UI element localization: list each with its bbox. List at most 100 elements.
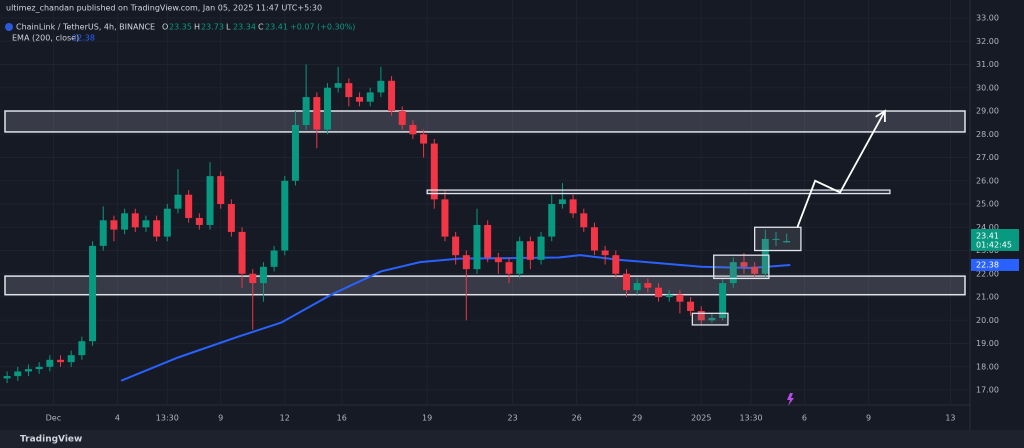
x-tick-label: 2025 bbox=[691, 414, 711, 423]
candle-body bbox=[345, 83, 353, 98]
y-tick-label: 20.00 bbox=[976, 316, 999, 325]
y-tick-label: 22.00 bbox=[976, 269, 999, 278]
candle-body bbox=[761, 238, 769, 274]
candle-body bbox=[494, 257, 502, 263]
candle-body bbox=[622, 273, 630, 291]
candle-body bbox=[452, 236, 460, 256]
brand: TradingView bbox=[20, 435, 82, 445]
candle-body bbox=[57, 359, 65, 363]
ohlc-value: 23.73 bbox=[201, 23, 224, 32]
ohlc-value: 23.34 bbox=[233, 23, 256, 32]
candle-body bbox=[430, 143, 438, 200]
y-tick-label: 33.00 bbox=[976, 14, 999, 23]
candle-body bbox=[89, 245, 97, 342]
ema-line bbox=[120, 254, 791, 382]
x-tick-label: 16 bbox=[337, 414, 347, 423]
x-tick-label: 4 bbox=[115, 414, 120, 423]
candle-body bbox=[334, 83, 342, 88]
zone bbox=[4, 110, 966, 133]
y-tick-label: 26.00 bbox=[976, 176, 999, 185]
candle-body bbox=[185, 194, 193, 218]
ohlc-label: H bbox=[194, 23, 200, 32]
candle-body bbox=[537, 236, 545, 260]
candle-body bbox=[78, 341, 86, 356]
candle-body bbox=[35, 366, 43, 370]
ohlc-change: +0.07 (+0.30%) bbox=[290, 23, 355, 32]
ema-tag bbox=[971, 258, 1019, 271]
candle-body bbox=[708, 317, 716, 321]
annotation-box bbox=[713, 254, 770, 280]
ohlc-label: L bbox=[226, 23, 231, 32]
y-tick-label: 29.00 bbox=[976, 107, 999, 116]
x-tick-label: 12 bbox=[280, 414, 290, 423]
candle-body bbox=[612, 255, 620, 274]
candle-body bbox=[153, 220, 161, 237]
y-tick-label: 17.00 bbox=[976, 386, 999, 395]
candle-body bbox=[323, 87, 331, 130]
candle-body bbox=[751, 266, 759, 274]
candle-body bbox=[655, 287, 663, 298]
candle-body bbox=[356, 97, 364, 102]
candle-body bbox=[729, 262, 737, 284]
x-tick-label: 29 bbox=[632, 414, 642, 423]
candle-body bbox=[270, 250, 278, 267]
candle-body bbox=[558, 199, 566, 205]
candle-body bbox=[516, 241, 524, 274]
ohlc-label: C bbox=[258, 23, 264, 32]
x-tick-label: 9 bbox=[866, 414, 871, 423]
candle-body bbox=[3, 376, 11, 379]
candle-body bbox=[398, 111, 406, 125]
x-tick-label: 13:30 bbox=[740, 414, 763, 423]
candle-body bbox=[281, 180, 289, 251]
candle-body bbox=[259, 266, 267, 284]
price-tag bbox=[971, 228, 1019, 251]
ema-tag-value: 22.38 bbox=[976, 260, 999, 269]
candle-body bbox=[719, 283, 727, 318]
annotation-box bbox=[753, 226, 802, 252]
arrow-head bbox=[875, 109, 886, 123]
candle-body bbox=[783, 240, 791, 243]
publisher: ultimez_chandan published on TradingView… bbox=[6, 4, 322, 13]
y-tick-label: 19.00 bbox=[976, 339, 999, 348]
x-tick-label: 13 bbox=[945, 414, 955, 423]
candle-body bbox=[142, 220, 150, 228]
candle-body bbox=[46, 359, 54, 367]
candle-body bbox=[206, 176, 214, 225]
x-tick-label: 6 bbox=[802, 414, 807, 423]
candle-body bbox=[163, 208, 171, 237]
candle-body bbox=[291, 124, 299, 181]
y-tick-label: 18.00 bbox=[976, 362, 999, 371]
indicator-value: 22.38 bbox=[72, 34, 95, 43]
y-tick-label: 32.00 bbox=[976, 37, 999, 46]
x-tick-label: 13:30 bbox=[156, 414, 179, 423]
symbol-icon bbox=[5, 23, 13, 31]
candle-body bbox=[238, 231, 246, 274]
candle-body bbox=[462, 255, 470, 270]
candle-body bbox=[131, 213, 139, 228]
candle-body bbox=[441, 199, 449, 237]
ohlc-value: 23.35 bbox=[169, 23, 192, 32]
candle-body bbox=[687, 301, 695, 311]
y-tick-label: 25.00 bbox=[976, 200, 999, 209]
axes: 17.0018.0019.0020.0021.0022.0023.0024.00… bbox=[46, 14, 1019, 423]
candle-body bbox=[302, 97, 310, 125]
candle-body bbox=[67, 355, 75, 363]
symbol: ChainLink / TetherUS, 4h, BINANCE bbox=[16, 23, 155, 32]
candle-body bbox=[590, 227, 598, 251]
candle-body bbox=[580, 213, 588, 228]
candle-body bbox=[473, 224, 481, 270]
candle-body bbox=[377, 80, 385, 93]
candle-body bbox=[676, 294, 684, 302]
x-tick-label: 9 bbox=[218, 414, 223, 423]
plot bbox=[3, 64, 966, 384]
candle-body bbox=[388, 80, 396, 112]
y-tick-label: 30.00 bbox=[976, 83, 999, 92]
annotation-box bbox=[691, 312, 729, 326]
annotation-box bbox=[426, 189, 891, 195]
candle-body bbox=[505, 262, 513, 274]
footer-bar bbox=[0, 430, 1024, 448]
candle-body bbox=[665, 294, 673, 298]
y-tick-label: 31.00 bbox=[976, 60, 999, 69]
